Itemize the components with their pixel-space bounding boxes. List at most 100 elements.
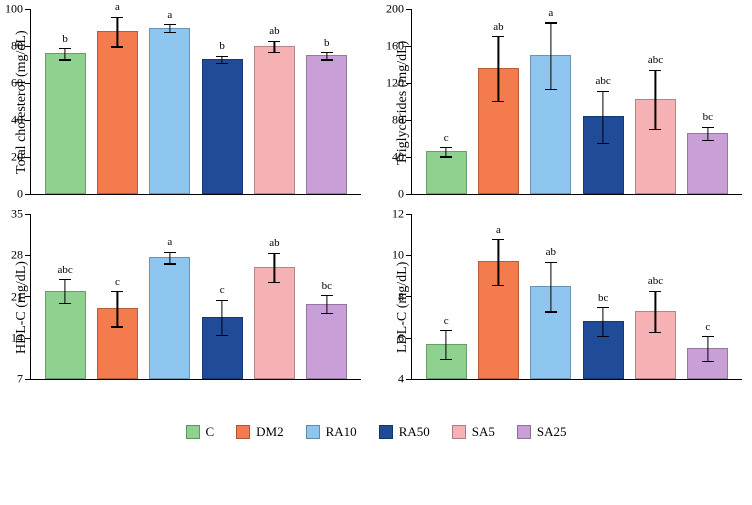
error-cap-top (59, 279, 71, 280)
error-lower (274, 268, 275, 283)
error-lower (498, 262, 499, 285)
error-cap-bottom (440, 156, 452, 157)
bar-SA5: abc (635, 311, 676, 379)
bar-slot-SA5: ab (248, 215, 300, 379)
bar-slot-SA5: abc (629, 215, 681, 379)
error-cap-bottom (111, 326, 123, 327)
bar-slot-RA10: ab (525, 215, 577, 379)
bar-slot-SA5: ab (248, 10, 300, 194)
error-lower (655, 100, 656, 130)
significance-label: b (324, 37, 330, 49)
error-cap-bottom (216, 63, 228, 64)
significance-label: abc (596, 75, 611, 87)
error-upper (603, 91, 604, 117)
ytick-label: 60 (11, 76, 31, 91)
bar-SA5: ab (254, 267, 295, 379)
error-cap-bottom (702, 140, 714, 141)
bars-container: cabaabcabcbc (412, 10, 742, 194)
ytick-label: 4 (398, 372, 412, 387)
error-cap-top (440, 147, 452, 148)
bar-slot-SA25: c (682, 215, 734, 379)
bar-SA25: bc (306, 304, 347, 379)
bar-slot-RA50: c (196, 215, 248, 379)
legend-swatch (379, 425, 393, 439)
legend-swatch (306, 425, 320, 439)
ytick-label: 8 (398, 289, 412, 304)
error-lower (65, 292, 66, 304)
error-cap-bottom (545, 311, 557, 312)
error-upper (498, 37, 499, 69)
significance-label: a (167, 9, 172, 21)
error-cap-bottom (649, 332, 661, 333)
error-lower (707, 349, 708, 361)
legend-item-SA5: SA5 (452, 424, 495, 440)
plot-area-triglycerides: 04080120160200cabaabcabcbc (411, 10, 742, 195)
error-cap-top (111, 17, 123, 18)
ytick-label: 0 (17, 187, 31, 202)
error-lower (550, 287, 551, 312)
panels-grid: Total cholesterol (mg/dL)020406080100baa… (10, 10, 742, 400)
bar-slot-RA50: bc (577, 215, 629, 379)
legend-item-DM2: DM2 (236, 424, 283, 440)
error-cap-top (111, 291, 123, 292)
bar-slot-DM2: a (91, 10, 143, 194)
error-lower (222, 318, 223, 336)
error-cap-bottom (164, 263, 176, 264)
error-cap-top (268, 41, 280, 42)
bar-RA10: a (530, 55, 571, 194)
bar-slot-SA25: b (301, 10, 353, 194)
legend: CDM2RA10RA50SA5SA25 (10, 424, 742, 440)
bar-slot-SA25: bc (301, 215, 353, 379)
significance-label: ab (546, 246, 556, 258)
legend-item-RA10: RA10 (306, 424, 357, 440)
bar-C: b (45, 53, 86, 194)
bars-container: baababb (31, 10, 361, 194)
bar-RA10: a (149, 257, 190, 379)
significance-label: c (705, 321, 710, 333)
bar-SA25: bc (687, 133, 728, 194)
ytick-label: 100 (5, 2, 31, 17)
bar-slot-RA10: a (144, 215, 196, 379)
bar-RA50: b (202, 59, 243, 194)
ytick-label: 20 (11, 150, 31, 165)
bars-container: abccacabbc (31, 215, 361, 379)
error-upper (655, 291, 656, 312)
bar-SA25: c (687, 348, 728, 379)
error-cap-bottom (111, 46, 123, 47)
error-upper (326, 296, 327, 305)
bar-slot-RA10: a (525, 10, 577, 194)
error-upper (117, 292, 118, 310)
error-cap-top (268, 253, 280, 254)
significance-label: c (444, 315, 449, 327)
panel-triglycerides: Triglycerides (mg/dL)04080120160200cabaa… (391, 10, 742, 195)
panel-ldl-c: LDL-C (mg/dL)4681012caabbcabcc (391, 215, 742, 400)
error-cap-top (321, 52, 333, 53)
legend-label: SA5 (472, 424, 495, 440)
bar-slot-DM2: a (472, 215, 524, 379)
error-upper (655, 70, 656, 100)
error-cap-bottom (321, 59, 333, 60)
legend-label: C (206, 424, 215, 440)
error-cap-bottom (702, 361, 714, 362)
bar-SA5: abc (635, 99, 676, 194)
significance-label: b (62, 33, 68, 45)
error-cap-bottom (268, 52, 280, 53)
significance-label: b (219, 40, 225, 52)
error-upper (446, 331, 447, 345)
error-cap-bottom (59, 59, 71, 60)
error-upper (274, 253, 275, 268)
significance-label: abc (648, 54, 663, 66)
error-cap-top (702, 336, 714, 337)
error-cap-top (164, 24, 176, 25)
error-cap-bottom (164, 32, 176, 33)
significance-label: ab (269, 237, 279, 249)
error-cap-top (492, 36, 504, 37)
error-cap-top (545, 262, 557, 263)
error-cap-bottom (545, 89, 557, 90)
significance-label: ab (493, 21, 503, 33)
ytick-label: 21 (11, 289, 31, 304)
legend-label: DM2 (256, 424, 283, 440)
legend-swatch (236, 425, 250, 439)
panel-total-cholesterol: Total cholesterol (mg/dL)020406080100baa… (10, 10, 361, 195)
error-lower (603, 322, 604, 336)
